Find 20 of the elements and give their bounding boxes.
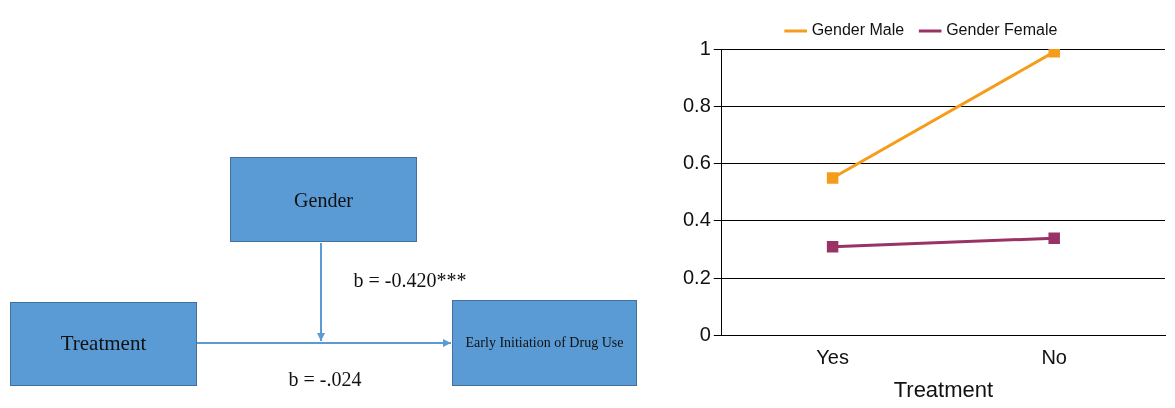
y-tick-label: 0.2: [682, 265, 711, 288]
x-axis-title: Treatment: [893, 376, 994, 402]
text: Gender: [294, 187, 353, 213]
y-tick-label: 0.4: [682, 208, 711, 231]
y-tick-label: 0.8: [682, 93, 711, 116]
point: [1048, 49, 1060, 58]
point: [826, 241, 839, 253]
point: [1048, 232, 1060, 244]
point: [826, 172, 839, 184]
text: b = -.024: [288, 367, 362, 392]
legend-label: Gender Male: [811, 21, 905, 39]
text: Early Initiation of Drug Use: [465, 334, 624, 353]
x-tick-label: No: [1041, 346, 1067, 369]
y-tick-label: 1: [699, 36, 711, 59]
text: b = -0.420***: [353, 268, 467, 293]
y-tick-label: 0.6: [682, 151, 711, 174]
y-tick-label: 0: [699, 323, 711, 346]
legend-label: Gender Female: [946, 21, 1058, 39]
x-tick-label: Yes: [816, 346, 849, 369]
text: Treatment: [60, 330, 147, 358]
